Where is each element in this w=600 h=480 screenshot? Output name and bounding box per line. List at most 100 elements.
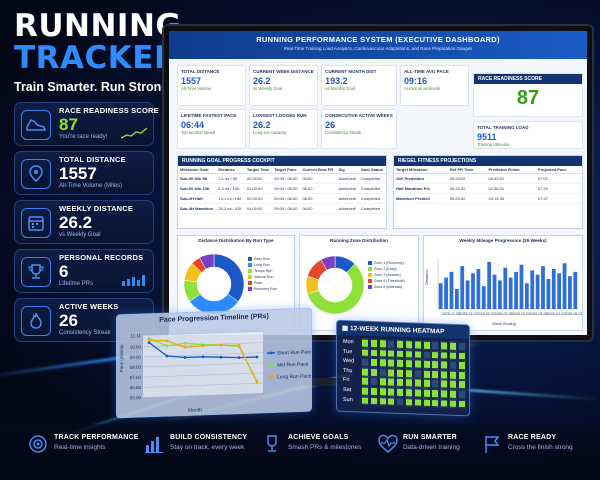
heatmap-cell[interactable] — [405, 359, 413, 369]
heatmap-cell[interactable] — [440, 389, 449, 399]
heatmap-cell[interactable] — [449, 341, 457, 351]
heatmap-cell[interactable] — [413, 349, 422, 360]
heatmap-cell[interactable] — [387, 358, 396, 368]
kpi-tile[interactable]: CONSECUTIVE ACTIVE WEEKS 26 Consistency St… — [321, 108, 397, 149]
mileage-bar[interactable] — [568, 276, 572, 309]
donut-slice[interactable] — [307, 263, 365, 315]
mileage-bar[interactable] — [454, 289, 459, 309]
mileage-bar[interactable] — [444, 277, 448, 309]
pace-point[interactable] — [237, 356, 241, 359]
heatmap-cell[interactable] — [431, 340, 440, 351]
mileage-bar[interactable] — [557, 273, 562, 309]
heatmap-cell[interactable] — [396, 349, 405, 359]
heatmap-cell[interactable] — [413, 397, 422, 408]
heatmap-cell[interactable] — [369, 348, 378, 358]
mileage-bar[interactable] — [498, 280, 502, 309]
heatmap-cell[interactable] — [457, 389, 466, 399]
table-row[interactable]: Sub-30 Min 5K 3.1 mi / 5K 00:30:00 09:40 / … — [178, 173, 386, 184]
training-load-tile[interactable]: TOTAL TRAINING LOAD 9511 Training Stimul… — [473, 121, 583, 149]
mileage-bar[interactable] — [438, 283, 443, 309]
heatmap-cell[interactable] — [422, 369, 431, 379]
mileage-bar[interactable] — [551, 269, 556, 309]
mileage-bar[interactable] — [541, 266, 545, 309]
heatmap-cell[interactable] — [387, 349, 396, 359]
heatmap-cell[interactable] — [378, 358, 387, 368]
mileage-bar[interactable] — [465, 280, 470, 309]
kpi-tile[interactable]: ALL-TIME AVG PACE 09:16 Across all workout… — [399, 65, 469, 106]
table-row[interactable]: 10K Prediction 00:20:52 00:43:31 07:01 — [394, 173, 582, 184]
heatmap-cell[interactable] — [361, 386, 369, 396]
heatmap-cell[interactable] — [387, 339, 396, 349]
heatmap-cell[interactable] — [431, 350, 440, 360]
pace-point[interactable] — [219, 343, 223, 347]
kpi-tile[interactable]: CURRENT MONTH DIST 193.2 vs Monthly Goal — [321, 65, 397, 106]
heatmap-cell[interactable] — [422, 350, 431, 360]
pace-point[interactable] — [147, 339, 151, 342]
table-row[interactable]: Sub-60 Min 10K 6.2 mi / 10K 01:00:00 09:40 … — [178, 183, 386, 194]
table-row[interactable]: Half Marathon Pre 00:20:52 01:36:01 07:20 — [394, 183, 582, 194]
heatmap-cell[interactable] — [396, 368, 405, 378]
kpi-tile[interactable]: LIFETIME FASTEST PACE 06:44 Top aerobic sp… — [177, 108, 247, 149]
pace-point[interactable] — [147, 337, 151, 340]
heatmap-cell[interactable] — [378, 387, 387, 397]
mileage-bar[interactable] — [573, 271, 578, 309]
table-row[interactable]: Sub-2H Half 13.1 mi / HM 02:00:00 09:09 / 0… — [178, 193, 386, 204]
heatmap-cell[interactable] — [431, 379, 440, 389]
footer-item[interactable]: RUN SMARTER Data-driven training — [378, 434, 460, 453]
heatmap-cell[interactable] — [413, 388, 422, 398]
heatmap-cell[interactable] — [396, 339, 405, 349]
heatmap-cell[interactable] — [396, 387, 405, 397]
heatmap-cell[interactable] — [387, 387, 396, 397]
heatmap-cell[interactable] — [387, 377, 396, 387]
heatmap-cell[interactable] — [413, 369, 422, 379]
pace-point[interactable] — [165, 354, 169, 358]
heatmap-cell[interactable] — [361, 376, 369, 387]
mileage-bar[interactable] — [519, 264, 524, 309]
heatmap-cell[interactable] — [378, 367, 387, 378]
heatmap-cell[interactable] — [449, 351, 457, 361]
mileage-bar[interactable] — [562, 263, 567, 309]
mileage-bar[interactable] — [487, 261, 492, 309]
heatmap-card[interactable]: ▦ 12-WEEK RUNNING HEATMAP Mon Tue Wed Thu Fr… — [336, 319, 470, 417]
heatmap-cell[interactable] — [405, 368, 413, 378]
pace-point[interactable] — [183, 356, 187, 359]
mileage-bar[interactable] — [546, 279, 551, 309]
pace-point[interactable] — [165, 339, 169, 343]
heatmap-cell[interactable] — [413, 378, 422, 388]
heatmap-cell[interactable] — [378, 396, 387, 406]
pace-point[interactable] — [165, 344, 169, 348]
heatmap-cell[interactable] — [378, 339, 387, 349]
donut-slice[interactable] — [213, 253, 245, 302]
card-race-readiness[interactable]: RACE READINESS SCORE 87 You're race read… — [14, 102, 159, 146]
mileage-bar[interactable] — [476, 269, 481, 309]
heatmap-cell[interactable] — [369, 367, 378, 377]
heatmap-cell[interactable] — [361, 396, 369, 406]
heatmap-cell[interactable] — [422, 340, 431, 350]
heatmap-cell[interactable] — [422, 359, 431, 369]
heatmap-cell[interactable] — [449, 379, 457, 390]
heatmap-cell[interactable] — [431, 369, 440, 379]
kpi-tile[interactable]: CURRENT WEEK DISTANCE 26.2 vs Weekly Goal — [249, 65, 319, 106]
heatmap-cell[interactable] — [378, 348, 387, 358]
heatmap-cell[interactable] — [440, 360, 449, 370]
footer-item[interactable]: TRACK PERFORMANCE Real-time insights — [29, 434, 139, 453]
heatmap-cell[interactable] — [361, 338, 369, 348]
pace-point[interactable] — [237, 344, 241, 347]
heatmap-cell[interactable] — [396, 358, 405, 369]
card-weekly-distance[interactable]: WEEKLY DISTANCE 26.2 vs Weekly Goal — [14, 200, 154, 244]
heatmap-cell[interactable] — [457, 370, 466, 380]
heatmap-cell[interactable] — [440, 370, 449, 380]
mileage-bar[interactable] — [535, 274, 540, 309]
mileage-bar[interactable] — [471, 273, 475, 309]
card-personal-records[interactable]: PERSONAL RECORDS 6 Lifetime PRs — [14, 249, 154, 293]
heatmap-cell[interactable] — [457, 361, 466, 371]
heatmap-cell[interactable] — [457, 341, 466, 351]
mileage-bar[interactable] — [514, 271, 518, 309]
heatmap-cell[interactable] — [369, 386, 378, 396]
heatmap-cell[interactable] — [440, 350, 449, 360]
table-row[interactable]: Sub-4H Marathon 26.2 mi / 42K 04:00:00 09:0… — [178, 203, 386, 214]
heatmap-cell[interactable] — [449, 360, 457, 370]
heatmap-cell[interactable] — [449, 399, 457, 409]
heatmap-cell[interactable] — [413, 340, 422, 350]
heatmap-cell[interactable] — [378, 377, 387, 387]
